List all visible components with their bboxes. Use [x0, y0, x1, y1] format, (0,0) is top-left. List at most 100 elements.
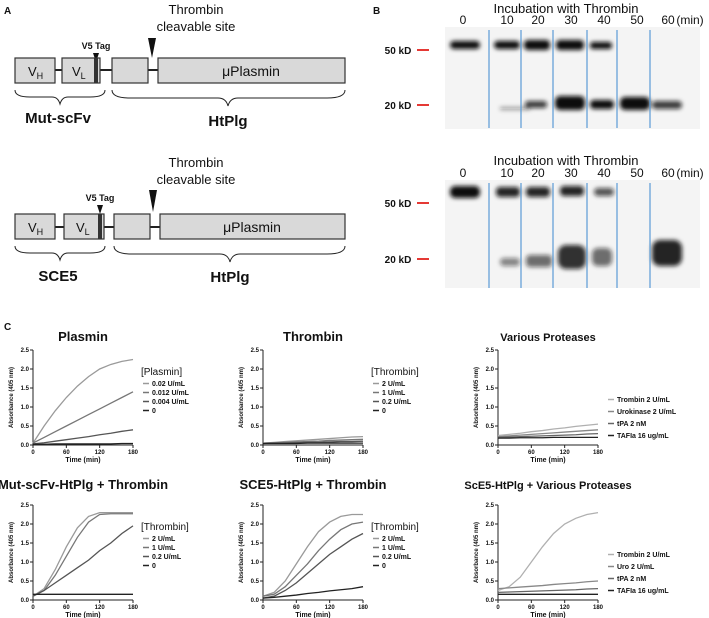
bands [450, 40, 682, 110]
x-axis-title: Time (min) [295, 457, 330, 464]
box [113, 213, 151, 240]
legend-label: 2 U/mL [152, 536, 176, 543]
chart: SCE5-HtPlg + Thrombin 0.0 0.5 1.0 1.5 2.0 2.5 0… [239, 477, 419, 618]
x-axis-title: Time (min) [530, 457, 565, 464]
lane-label: 50 [630, 166, 644, 180]
tag-label: V5 Tag [86, 193, 115, 203]
y-tick-label: 2.5 [251, 503, 260, 509]
y-tick-label: 1.0 [251, 560, 260, 566]
gel-title: Incubation with Thrombin [493, 1, 638, 16]
y-tick-label: 1.5 [21, 386, 30, 392]
y-tick-label: 0.0 [21, 443, 30, 449]
lane-label: 60 [661, 13, 675, 27]
vh-label: VH [28, 220, 43, 237]
gel-background [445, 180, 700, 288]
x-tick-label: 180 [593, 450, 604, 456]
x-axis-title: Time (min) [295, 612, 330, 618]
vl-label: VL [72, 64, 86, 81]
group-label: SCE5 [38, 268, 77, 285]
chart: Mut-scFv-HtPlg + Thrombin 0.0 0.5 1.0 1.5 2.0… [0, 477, 189, 618]
construct: Thrombin cleavable site V5 Tag VH VL μPl… [14, 2, 346, 130]
series-line [497, 432, 599, 439]
y-tick-label: 2.0 [21, 367, 30, 373]
legend-label: 0 [152, 408, 156, 415]
plasmin-label: μPlasmin [222, 63, 280, 79]
site-label: cleavable site [157, 19, 236, 34]
marker-label: 50 kD [385, 199, 412, 210]
brace [113, 245, 346, 263]
legend-label: Trombin 2 U/mL [617, 397, 671, 404]
y-tick-label: 2.0 [21, 522, 30, 528]
lane-label: 20 [531, 166, 545, 180]
site-label: Thrombin [169, 155, 224, 170]
x-axis-title: Time (min) [65, 457, 100, 464]
legend-title: [Thrombin] [141, 522, 189, 533]
lane-label: 0 [460, 166, 467, 180]
y-axis-title: Absorbance (405 nm) [239, 522, 245, 583]
y-tick-label: 2.5 [21, 348, 30, 354]
series-line [262, 521, 364, 597]
bands [450, 186, 682, 269]
vh-box [14, 213, 56, 240]
y-tick-label: 1.0 [251, 405, 260, 411]
x-tick-label: 120 [560, 605, 571, 611]
x-tick-label: 120 [325, 605, 336, 611]
group-label: Mut-scFv [25, 110, 91, 127]
x-tick-label: 180 [128, 605, 139, 611]
y-tick-label: 0.0 [486, 443, 495, 449]
brace [111, 89, 346, 107]
unit-label: (min) [676, 13, 703, 27]
marker-label: 20 kD [385, 101, 412, 112]
vl-label: VL [76, 220, 90, 237]
y-tick-label: 2.5 [251, 348, 260, 354]
unit-label: (min) [676, 166, 703, 180]
series-line [33, 442, 133, 445]
site-arrow [148, 38, 156, 58]
y-tick-label: 1.5 [21, 541, 30, 547]
legend-label: 0.012 U/mL [152, 390, 190, 397]
x-tick-label: 60 [528, 605, 535, 611]
y-tick-label: 1.0 [21, 560, 30, 566]
x-tick-label: 0 [496, 450, 500, 456]
chart-title: Thrombin [283, 329, 343, 344]
y-tick-label: 1.0 [486, 405, 495, 411]
legend-label: 0 [382, 563, 386, 570]
marker-label: 50 kD [385, 46, 412, 57]
tag-arrow [97, 205, 103, 214]
plasmin-label: μPlasmin [223, 219, 281, 235]
series-line [497, 580, 599, 590]
plasmin-box [159, 213, 346, 240]
y-tick-label: 2.5 [486, 503, 495, 509]
legend-title: [Thrombin] [371, 367, 419, 378]
lane-label: 30 [564, 13, 578, 27]
chart-title: SCE5-HtPlg + Thrombin [240, 477, 387, 492]
x-tick-label: 120 [95, 450, 106, 456]
y-tick-label: 2.5 [486, 348, 495, 354]
y-tick-label: 0.0 [251, 443, 260, 449]
chart-title: Plasmin [58, 329, 108, 344]
legend-title: [Plasmin] [141, 367, 182, 378]
x-tick-label: 60 [528, 450, 535, 456]
x-axis-title: Time (min) [530, 612, 565, 618]
chart-title: Various Proteases [500, 332, 595, 344]
y-tick-label: 1.0 [486, 560, 495, 566]
chart: Various Proteases 0.0 0.5 1.0 1.5 2.0 2.5 0 60 12… [474, 332, 677, 464]
legend-label: TAFIa 16 ug/mL [617, 433, 669, 440]
vl-box [61, 57, 101, 84]
legend-label: 2 U/mL [382, 381, 406, 388]
y-tick-label: 2.5 [21, 503, 30, 509]
chart: Thrombin 0.0 0.5 1.0 1.5 2.0 2.5 0 60 120 180 Time … [239, 329, 419, 464]
x-tick-label: 0 [496, 605, 500, 611]
x-tick-label: 180 [358, 450, 369, 456]
x-tick-label: 120 [95, 605, 106, 611]
y-tick-label: 0.0 [486, 598, 495, 604]
series-line [262, 513, 363, 597]
y-tick-label: 1.5 [251, 386, 260, 392]
lane-label: 20 [531, 13, 545, 27]
legend-label: 0 [152, 563, 156, 570]
x-axis-title: Time (min) [65, 612, 100, 618]
legend-label: tPA 2 nM [617, 421, 646, 428]
y-tick-label: 0.0 [251, 598, 260, 604]
legend-label: TAFIa 16 ug/mL [617, 588, 669, 595]
